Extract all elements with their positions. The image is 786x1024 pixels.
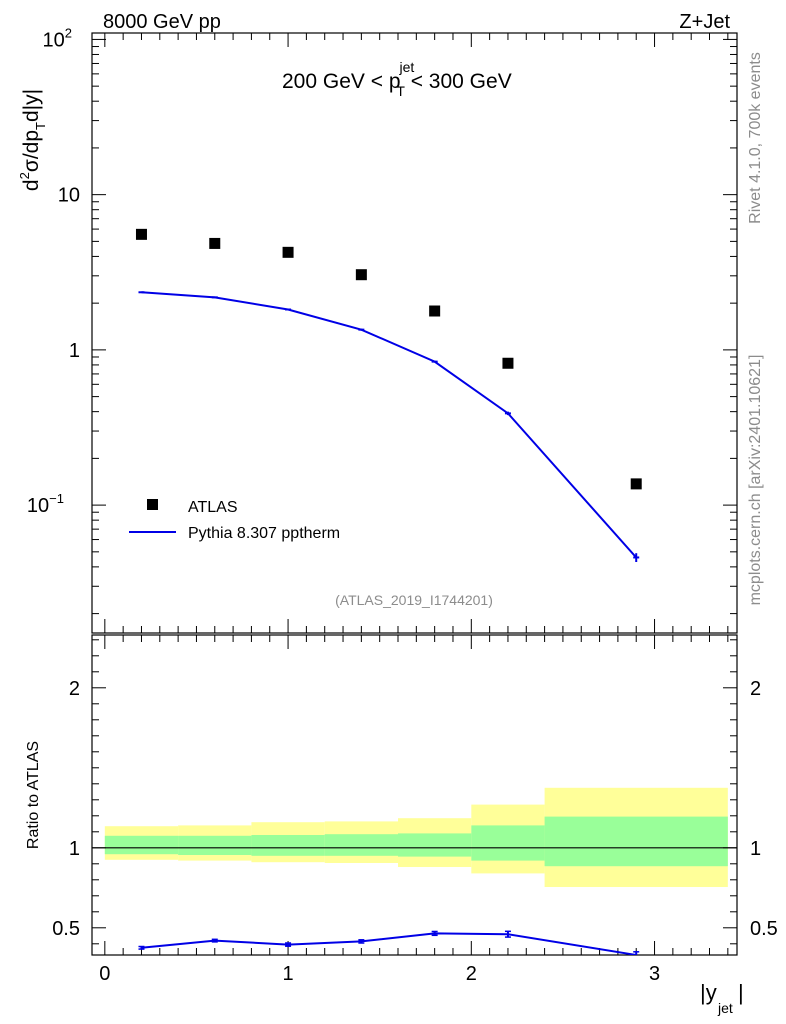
ratio-ytick-label-right: 0.5 [750, 918, 778, 940]
header-right: Z+Jet [679, 11, 730, 33]
atlas-point [135, 228, 147, 240]
legend-marker-atlas [147, 499, 158, 510]
stat-uncertainty-band [544, 816, 728, 867]
stat-uncertainty-band [398, 833, 472, 857]
atlas-point [429, 305, 441, 317]
stat-uncertainty-band [324, 834, 399, 856]
mcplots-label: mcplots.cern.ch [arXiv:2401.10621] [747, 355, 764, 606]
stat-uncertainty-band [251, 835, 325, 856]
atlas-point [502, 357, 514, 369]
main-ytick-label: 10−1 [27, 491, 64, 517]
analysis-id: (ATLAS_2019_I1744201) [335, 592, 493, 608]
main-plot-panel: 10−1 1 10 102 d2σ/dpTd|y| 200 GeV < pjet T <… [17, 25, 738, 634]
atlas-point [282, 246, 294, 258]
svg-text:jet: jet [717, 1000, 733, 1016]
main-ytick-label: 10 [58, 185, 80, 207]
ratio-ytick-label-left: 1 [69, 838, 80, 860]
stat-uncertainty-band [471, 825, 545, 861]
ratio-ytick-label-left: 0.5 [52, 918, 80, 940]
main-ytick-label: 102 [43, 25, 72, 51]
legend-label-pythia: Pythia 8.307 pptherm [188, 525, 340, 542]
atlas-point [209, 237, 221, 249]
ratio-ytick-label-right: 2 [750, 678, 761, 700]
xtick-label: 0 [99, 963, 110, 985]
main-frame [91, 32, 738, 634]
xtick-label: 3 [649, 963, 660, 985]
ratio-xlabel: |y jet | [700, 980, 744, 1016]
atlas-point [630, 478, 642, 490]
pythia-line [141, 291, 637, 559]
rivet-label: Rivet 4.1.0, 700k events [747, 52, 764, 224]
legend: ATLAS Pythia 8.307 pptherm [129, 499, 340, 542]
main-ylabel: d2σ/dpTd|y| [17, 89, 48, 191]
plot-title: 200 GeV < pjet T < 300 GeV [282, 59, 512, 99]
stat-uncertainty-band [104, 835, 179, 855]
ratio-frame [91, 634, 738, 956]
ratio-pythia-line [141, 932, 637, 955]
ratio-plot-panel: 0.5 0.5 1 1 2 2 0 1 2 3 Ratio to ATLAS |y jet | [25, 634, 778, 1016]
xtick-label: 2 [466, 963, 477, 985]
header-left: 8000 GeV pp [103, 11, 221, 33]
svg-text:|y: |y [700, 980, 717, 1005]
legend-label-atlas: ATLAS [188, 499, 238, 516]
stat-uncertainty-band [178, 835, 252, 855]
ratio-ytick-label-right: 1 [750, 838, 761, 860]
main-ytick-label: 1 [69, 340, 80, 362]
xtick-label: 1 [283, 963, 294, 985]
svg-text:|: | [738, 980, 744, 1005]
svg-text:d2σ/dpTd|y|: d2σ/dpTd|y| [17, 89, 48, 191]
ratio-ylabel: Ratio to ATLAS [25, 741, 42, 849]
ratio-ytick-label-left: 2 [69, 678, 80, 700]
atlas-point [355, 269, 367, 281]
